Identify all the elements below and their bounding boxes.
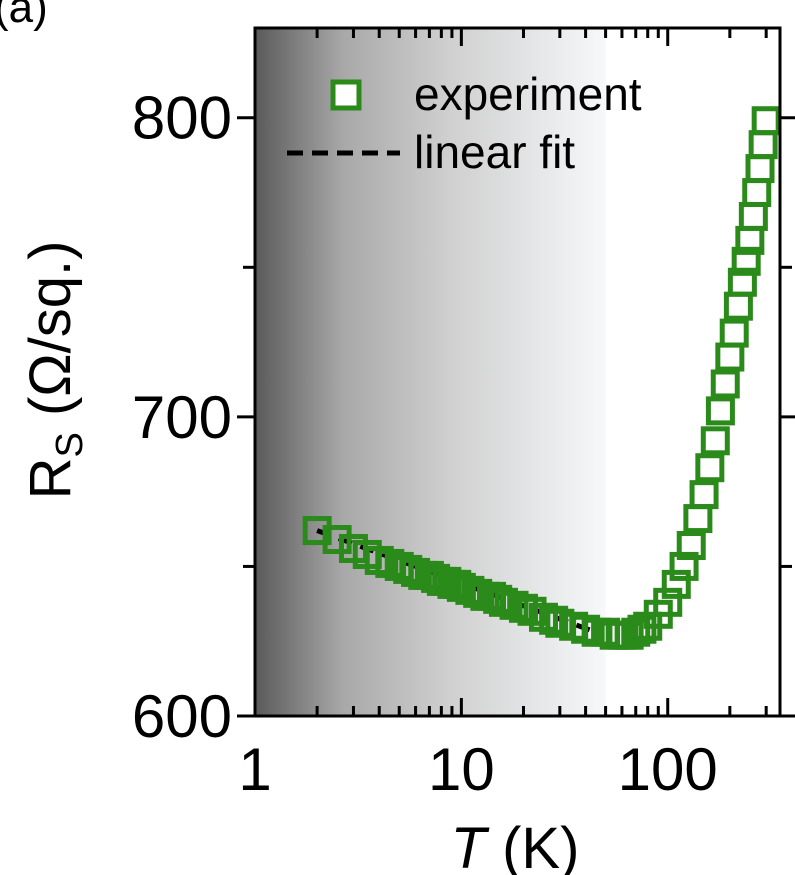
- y-tick-label: 700: [132, 384, 232, 451]
- data-point-experiment: [727, 267, 757, 297]
- data-point-experiment: [710, 369, 740, 399]
- data-point-experiment: [653, 587, 683, 617]
- data-point-experiment: [731, 246, 761, 276]
- legend-marker-experiment: [330, 79, 362, 111]
- y-tick-label: 600: [132, 683, 232, 750]
- data-point-experiment: [499, 590, 529, 620]
- data-point-experiment: [745, 154, 775, 184]
- data-point-experiment: [322, 525, 352, 555]
- x-axis-title: T (K): [451, 816, 580, 875]
- data-point-experiment: [738, 201, 768, 231]
- y-axis-title-symbol: R: [18, 458, 83, 500]
- data-point-experiment: [539, 605, 569, 635]
- data-point-experiment: [669, 551, 699, 581]
- data-point-experiment: [723, 291, 753, 321]
- data-point-experiment: [751, 106, 781, 136]
- data-point-experiment: [661, 569, 691, 599]
- plot-frame: [253, 26, 782, 718]
- data-point-experiment: [676, 530, 706, 560]
- x-tick-label: 10: [428, 736, 495, 803]
- y-tick-label: 800: [132, 85, 232, 152]
- panel-label: (a): [0, 0, 48, 32]
- data-point-experiment: [742, 178, 772, 208]
- y-axis-title: RS (Ω/sq.): [18, 241, 91, 500]
- x-axis-title-symbol: T: [451, 816, 490, 875]
- x-tick-labels: 1 10 100: [238, 736, 717, 803]
- data-point-experiment: [695, 453, 725, 483]
- data-points: [302, 106, 781, 650]
- data-point-experiment: [683, 504, 713, 534]
- x-tick-label: 100: [618, 736, 718, 803]
- legend-label-fit: linear fit: [414, 126, 575, 178]
- data-point-experiment: [700, 426, 730, 456]
- data-point-experiment: [627, 614, 657, 644]
- legend: experiment linear fit: [287, 68, 642, 178]
- x-axis-title-unit: (K): [486, 816, 579, 875]
- data-point-experiment: [748, 130, 778, 160]
- x-tick-label: 1: [238, 736, 271, 803]
- shaded-region: [255, 28, 606, 716]
- data-point-experiment: [705, 396, 735, 426]
- data-point-experiment: [302, 516, 332, 546]
- y-axis-title-subscript: S: [49, 432, 91, 457]
- y-tick-labels: 600 700 800: [132, 85, 232, 750]
- axis-ticks: [237, 28, 795, 718]
- data-point-experiment: [719, 318, 749, 348]
- y-axis-title-unit: (Ω/sq.): [18, 241, 83, 433]
- data-point-experiment: [508, 593, 538, 623]
- data-point-experiment: [689, 480, 719, 510]
- data-point-experiment: [715, 342, 745, 372]
- legend-label-experiment: experiment: [414, 68, 642, 120]
